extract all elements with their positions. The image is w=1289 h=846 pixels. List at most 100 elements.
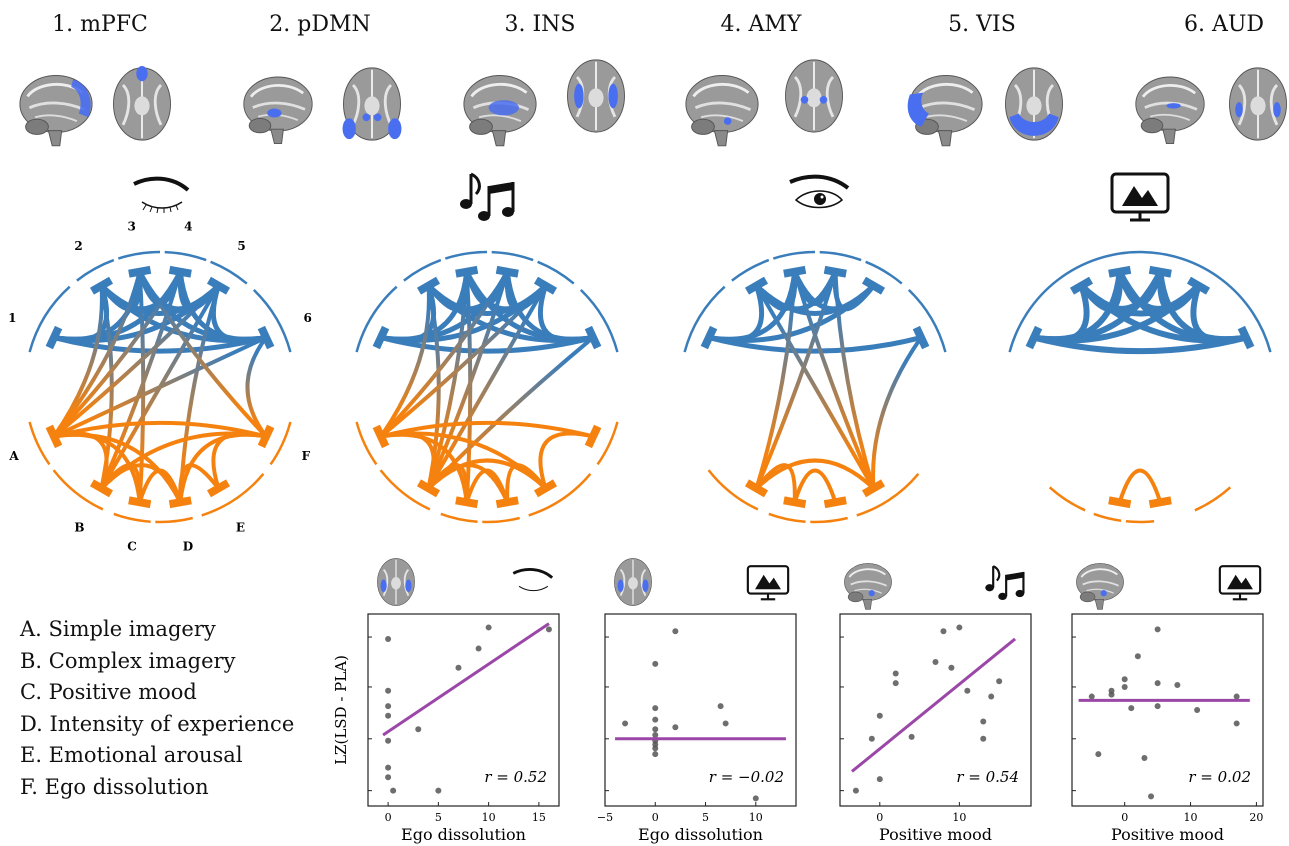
correlation-label: r = 0.02 <box>1188 768 1251 786</box>
rating-edge <box>538 431 596 491</box>
connectivity-circle-4 <box>1008 250 1272 524</box>
x-tick-label: 5 <box>435 811 442 824</box>
scatter-point <box>1174 682 1181 689</box>
network-title-pdmn: 2. pDMN <box>269 12 371 37</box>
scatter-point <box>1233 720 1240 727</box>
node-label: 3 <box>128 219 136 233</box>
rating-arc <box>1194 486 1232 512</box>
node-label: A <box>8 449 19 463</box>
brain-sagittal-mpfc <box>18 74 94 148</box>
network-node <box>89 276 114 295</box>
node-label: B <box>74 520 84 534</box>
network-arc <box>1008 250 1272 353</box>
rating-arc <box>269 421 292 466</box>
network-node <box>168 265 192 278</box>
rating-edge <box>51 420 269 439</box>
legend-item-d: D. Intensity of experience <box>20 711 295 736</box>
rating-legend: A. Simple imagery B. Complex imagery C. … <box>20 614 294 803</box>
rating-node <box>416 479 441 498</box>
network-rating-edge <box>426 269 510 491</box>
scatter-point <box>988 693 995 700</box>
network-rating-edge <box>754 269 838 491</box>
network-node <box>861 276 886 295</box>
network-rating-edge <box>754 269 797 491</box>
network-rating-edge <box>378 269 510 439</box>
node-label: F <box>302 449 311 463</box>
correlation-label: r = −0.02 <box>709 768 784 786</box>
rating-node <box>372 424 390 449</box>
regression-line <box>850 637 1017 773</box>
monitor-mountain-icon <box>1218 565 1262 601</box>
scatter-point <box>1088 693 1095 700</box>
rating-node <box>128 496 152 509</box>
plot-frame <box>367 613 560 807</box>
scatter-point <box>385 703 392 710</box>
scatter-point <box>956 624 963 631</box>
rating-node <box>861 479 886 498</box>
rating-edge <box>1117 468 1163 505</box>
x-tick-label: 5 <box>702 811 709 824</box>
rating-node <box>533 479 558 498</box>
network-node <box>1069 276 1094 295</box>
scatter-point <box>980 718 987 725</box>
brain-thumbnail <box>1075 562 1125 611</box>
network-edge <box>1190 282 1250 344</box>
rating-edge <box>211 431 269 491</box>
network-edge <box>832 269 876 312</box>
scatter-point <box>892 680 899 687</box>
x-tick-label: 10 <box>1184 811 1198 824</box>
network-node <box>257 325 275 350</box>
x-tick-label: 20 <box>1249 811 1263 824</box>
network-title-vis: 5. VIS <box>948 12 1016 37</box>
network-node <box>533 276 558 295</box>
network-arc <box>731 258 770 282</box>
rating-arc <box>1093 512 1122 522</box>
network-arc <box>579 289 619 353</box>
network-node <box>206 276 231 295</box>
scatter-point <box>672 628 679 635</box>
rating-arc <box>707 469 759 511</box>
network-node <box>700 325 718 350</box>
scatter-plot-4: 0 10 20 r = 0.02 Positive mood <box>1071 562 1264 844</box>
rating-node <box>45 424 63 449</box>
network-arc <box>491 250 534 262</box>
rating-node <box>783 496 807 509</box>
network-node <box>1186 276 1211 295</box>
brain-images <box>18 58 1288 148</box>
network-node <box>744 276 769 295</box>
rating-node <box>257 424 275 449</box>
connectivity-circle-2 <box>355 250 619 524</box>
rating-edge <box>792 468 838 505</box>
rating-node <box>744 479 769 498</box>
node-label: 1 <box>8 311 16 325</box>
scatter-point <box>652 745 659 752</box>
x-tick-label: 0 <box>1121 811 1128 824</box>
rating-arc <box>596 421 619 466</box>
brain-thumbnail <box>843 562 893 611</box>
network-arc <box>772 250 816 260</box>
scatter-plot-2: −5 0 5 10 r = −0.02 Ego dissolution <box>597 557 797 844</box>
x-tick-label: 0 <box>385 811 392 824</box>
scatter-point <box>717 703 724 710</box>
scatter-point <box>908 733 915 740</box>
rating-edge <box>378 420 596 439</box>
brain-thumbnail <box>376 557 416 607</box>
node-label: 6 <box>304 311 312 325</box>
x-axis-label: Positive mood <box>879 825 992 844</box>
scatter-point <box>876 712 883 719</box>
network-rating-edge <box>833 269 876 491</box>
scatter-point <box>415 726 422 733</box>
rating-arc <box>528 472 592 517</box>
rating-arc <box>440 512 478 523</box>
network-rating-edge <box>245 335 269 439</box>
scatter-point <box>672 724 679 731</box>
rating-arc <box>1048 486 1086 512</box>
network-rating-edge <box>426 283 548 491</box>
legend-item-e: E. Emotional arousal <box>20 743 243 767</box>
brain-axial-amy <box>784 58 844 134</box>
scatter-point <box>455 664 462 671</box>
scatter-point <box>1154 680 1161 687</box>
network-arc <box>819 250 862 262</box>
network-arc <box>28 285 71 353</box>
network-node <box>128 265 152 278</box>
